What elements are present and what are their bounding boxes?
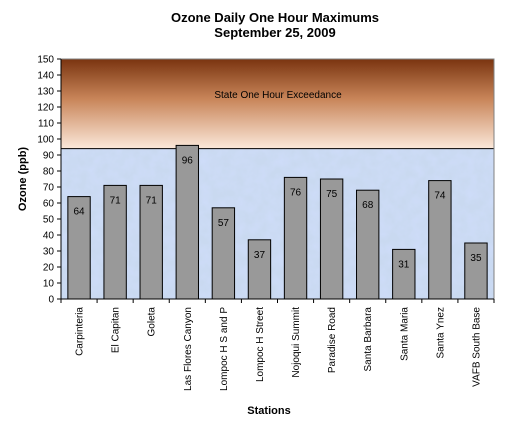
category-label: Santa Barbara — [363, 307, 374, 372]
bar-value-label: 31 — [398, 259, 410, 270]
bar — [175, 144, 199, 300]
y-axis: 0 10 20 30 40 50 60 70 80 90 100 110 120 130 140 150 — [37, 55, 62, 306]
x-axis-title: Stations — [247, 405, 290, 417]
bar — [464, 242, 488, 300]
category-label: Santa Maria — [399, 307, 410, 361]
category-label: Paradise Road — [327, 307, 338, 373]
y-tick-label: 130 — [37, 87, 54, 98]
y-tick-label: 70 — [43, 183, 55, 194]
bar — [247, 239, 272, 300]
bar-value-label: 76 — [290, 187, 302, 198]
bar-value-label: 68 — [362, 200, 374, 211]
bar-value-label: 35 — [470, 253, 482, 264]
y-tick-label: 140 — [37, 71, 54, 82]
y-tick-label: 120 — [37, 103, 54, 114]
category-label: Lompoc H Street — [255, 307, 266, 382]
plot-background — [60, 58, 495, 300]
y-tick-label: 110 — [38, 119, 54, 130]
category-label: Goleta — [147, 307, 158, 337]
category-label: VAFB South Base — [471, 307, 482, 387]
exceedance-label: State One Hour Exceedance — [214, 90, 342, 101]
y-tick-label: 40 — [43, 231, 55, 242]
y-tick-label: 60 — [43, 199, 55, 210]
bar-value-label: 75 — [326, 189, 338, 200]
y-tick-label: 20 — [43, 263, 55, 274]
bar-value-label: 64 — [73, 207, 85, 218]
category-label: El Capitan — [111, 307, 122, 353]
chart-title: Ozone Daily One Hour Maximums — [171, 10, 379, 25]
category-label: Nojoqui Summit — [291, 307, 302, 378]
y-tick-label: 0 — [48, 295, 54, 306]
y-tick-label: 50 — [43, 215, 55, 226]
y-axis-title: Ozone (ppb) — [17, 147, 29, 211]
normal-zone-texture — [61, 148, 494, 299]
y-tick-label: 90 — [43, 151, 55, 162]
chart-subtitle: September 25, 2009 — [214, 25, 335, 40]
category-label: Carpinteria — [75, 307, 86, 356]
category-label: Las Flores Canyon — [183, 307, 194, 391]
y-tick-label: 30 — [43, 247, 55, 258]
y-tick-label: 100 — [37, 135, 54, 146]
bar-value-label: 71 — [146, 195, 158, 206]
x-axis: Carpinteria El Capitan Goleta Las Flores Ca… — [60, 298, 495, 391]
y-tick-label: 80 — [43, 167, 55, 178]
bar — [392, 248, 416, 300]
exceedance-zone — [61, 59, 494, 149]
y-tick-label: 150 — [37, 55, 54, 66]
bar-value-label: 57 — [218, 218, 230, 229]
y-tick-label: 10 — [43, 279, 55, 290]
category-label: Santa Ynez — [435, 307, 446, 359]
bar-value-label: 37 — [254, 250, 266, 261]
bar-value-label: 71 — [110, 195, 122, 206]
category-label: Lompoc H S and P — [219, 307, 230, 391]
bar-value-label: 74 — [434, 191, 446, 202]
bar-value-label: 96 — [182, 155, 194, 166]
